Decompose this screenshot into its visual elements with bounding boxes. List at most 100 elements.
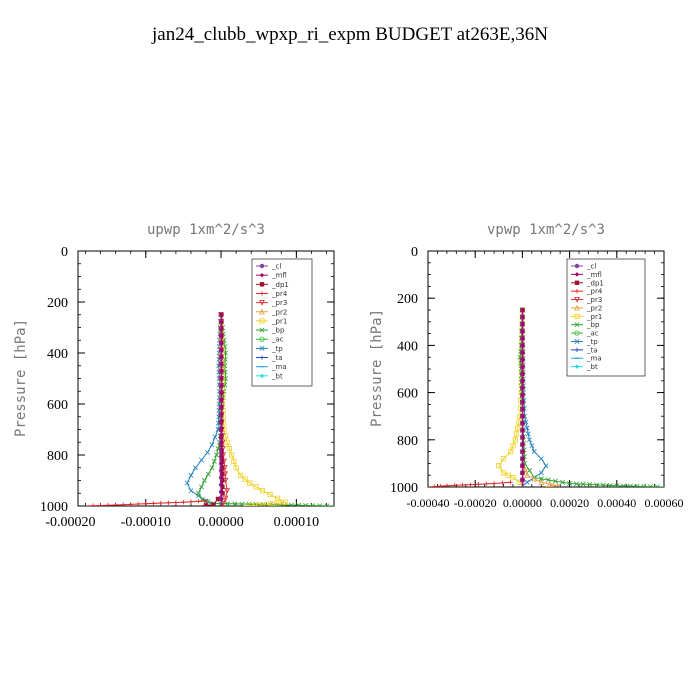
series-point-pr4 xyxy=(500,480,505,486)
series-point-mfl xyxy=(520,477,526,483)
legend-label: _pr1 xyxy=(586,313,602,321)
x-tick-label: 0.00000 xyxy=(503,496,542,510)
series-point-pr4 xyxy=(105,503,111,506)
series-point-bp xyxy=(614,483,620,487)
legend-label: _ma xyxy=(586,355,602,363)
series-point-bp xyxy=(621,483,627,487)
legend-marker xyxy=(259,300,265,306)
series-point-pr4 xyxy=(188,499,194,504)
series-point-pr4 xyxy=(143,501,148,506)
series-point-mfl xyxy=(219,468,225,473)
series-point-pr4 xyxy=(196,499,201,504)
series-point-pr2 xyxy=(524,472,530,478)
series-point-pr4 xyxy=(476,482,481,487)
series-point-mfl xyxy=(520,307,526,313)
y-tick-label: 200 xyxy=(397,292,418,307)
y-tick-label: 1000 xyxy=(390,481,418,496)
series-point-pr2 xyxy=(550,483,554,487)
legend-label: _dp1 xyxy=(586,279,604,287)
legend-marker xyxy=(259,272,265,278)
series-point-pr3 xyxy=(222,477,229,484)
legend-marker xyxy=(259,308,265,315)
series-point-bp xyxy=(580,481,586,487)
series-point-pr4 xyxy=(173,500,179,505)
x-tick-label: -0.00010 xyxy=(121,515,171,530)
legend-label: _mfl xyxy=(271,272,287,280)
legend-marker xyxy=(259,263,265,269)
legend-label: _mfl xyxy=(586,271,602,279)
series-point-mfl xyxy=(520,399,526,405)
legend-marker xyxy=(574,280,580,285)
series-point-mfl xyxy=(219,369,225,374)
panel-title-vpwp: vpwp 1xm^2/s^3 xyxy=(487,222,605,238)
series-point-mfl xyxy=(520,378,526,383)
series-point-mfl xyxy=(520,392,526,398)
legend-marker xyxy=(259,345,265,351)
series-point-pr4 xyxy=(452,483,457,487)
series-point-mfl xyxy=(219,418,225,424)
legend-label: _cl xyxy=(586,263,596,271)
legend-marker xyxy=(259,291,265,296)
series-point-bp xyxy=(594,482,600,487)
series-point-bp xyxy=(538,476,544,482)
series-point-tp xyxy=(524,479,530,485)
series-point-tp xyxy=(526,437,532,443)
series-point-bp xyxy=(296,502,302,506)
x-tick-label: -0.00020 xyxy=(454,496,497,510)
series-point-pr4 xyxy=(90,503,96,506)
series-point-pr1 xyxy=(496,463,502,469)
series-point-bp xyxy=(214,452,220,458)
series-point-pr1 xyxy=(248,502,254,506)
legend-marker xyxy=(574,347,580,353)
x-tick-label: 0.00000 xyxy=(198,515,244,530)
series-point-pr4 xyxy=(113,502,118,506)
series-group-upwp xyxy=(85,312,334,506)
series-point-mfl xyxy=(520,456,526,461)
series-point-bp xyxy=(310,503,316,506)
series-point-pr1 xyxy=(256,502,262,506)
series-point-bp xyxy=(567,480,573,486)
series-point-mfl xyxy=(219,411,225,417)
series-point-bp xyxy=(552,478,558,484)
series-point-bp xyxy=(205,499,211,505)
series-point-mfl xyxy=(219,355,225,360)
series-point-mfl xyxy=(219,447,225,452)
series-point-tp xyxy=(184,480,190,486)
series-point-pr4 xyxy=(432,484,437,487)
series-point-bp xyxy=(600,482,606,487)
series-point-mfl xyxy=(219,397,225,402)
legend-label: _ma xyxy=(271,363,287,371)
series-point-pr1 xyxy=(510,443,516,449)
series-point-pr1 xyxy=(515,425,521,431)
series-point-pr1 xyxy=(269,501,276,506)
legend-marker xyxy=(574,304,580,311)
legend-label: _bt xyxy=(271,372,283,380)
series-point-tp xyxy=(529,443,535,449)
legend-marker xyxy=(259,373,265,379)
series-point-pr1 xyxy=(253,484,259,490)
series-point-pr1 xyxy=(513,431,520,437)
legend-label: _pr3 xyxy=(586,296,602,304)
legend-marker xyxy=(574,272,580,277)
series-point-mfl xyxy=(219,340,225,346)
series-point-mfl xyxy=(219,461,225,466)
series-point-pr2 xyxy=(538,479,545,485)
series-point-pr1 xyxy=(228,452,235,458)
series-point-pr1 xyxy=(247,480,253,486)
legend-label: _pr1 xyxy=(271,317,287,325)
series-point-mfl xyxy=(520,442,526,447)
x-tick-label: 0.00020 xyxy=(550,496,589,510)
legend-marker xyxy=(259,327,265,333)
series-point-mfl xyxy=(520,371,526,376)
y-tick-label: 400 xyxy=(397,339,418,354)
series-point-bp xyxy=(560,479,566,485)
panel-upwp: upwp 1xm^2/s^3 Pressure [hPa] 0 200 400 600… xyxy=(13,222,335,530)
series-point-bp xyxy=(634,483,640,487)
series-line-pr1 xyxy=(498,309,523,487)
series-point-pr1 xyxy=(510,474,516,481)
legend-marker xyxy=(574,338,580,344)
series-point-pr2 xyxy=(546,480,553,487)
series-point-mfl xyxy=(219,404,225,410)
series-point-bp xyxy=(317,503,323,506)
legend-label: _pr2 xyxy=(271,308,287,316)
